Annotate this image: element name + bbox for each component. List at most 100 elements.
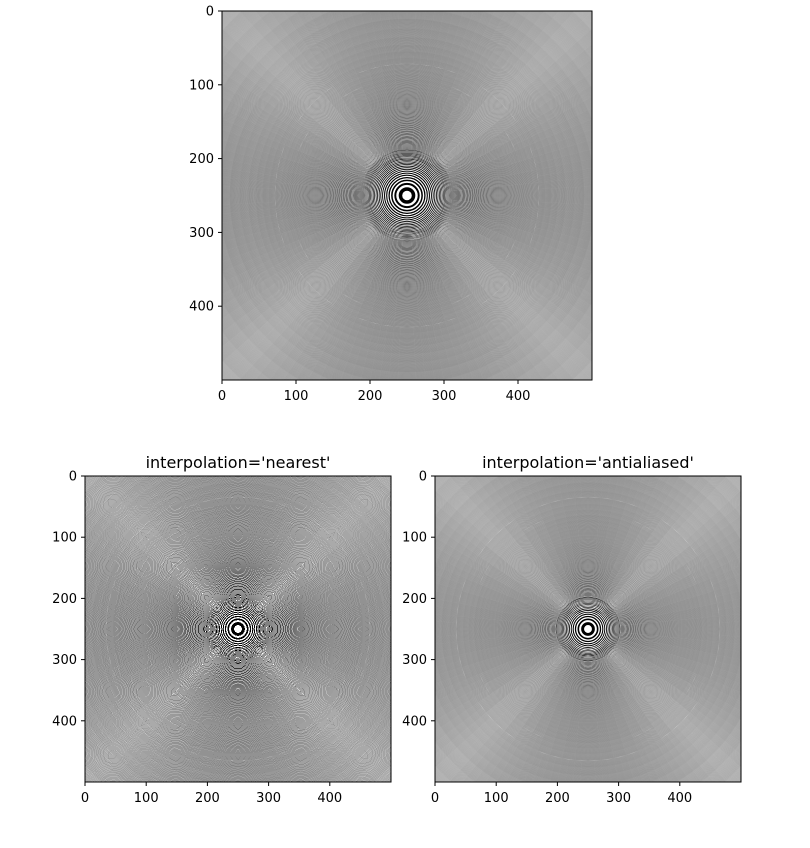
ring: [477, 518, 699, 740]
ring: [258, 47, 556, 344]
ring: [119, 510, 357, 748]
ring: [189, 580, 287, 678]
ring: [454, 495, 722, 763]
ring: [538, 579, 638, 679]
ring: [122, 513, 354, 745]
ring: [300, 89, 514, 302]
ring: [289, 78, 525, 313]
ring: [323, 111, 491, 280]
ring: [464, 505, 712, 753]
ring: [207, 598, 269, 660]
ring: [212, 603, 264, 655]
ring: [494, 535, 682, 723]
ring: [468, 509, 708, 749]
ring: [99, 490, 377, 768]
ring: [233, 22, 581, 369]
ring: [231, 20, 583, 371]
ring: [516, 557, 660, 701]
ring: [471, 512, 705, 746]
ring: [563, 604, 613, 654]
y-tick-label: 400: [189, 300, 214, 315]
ring: [570, 611, 606, 647]
ring: [438, 479, 738, 779]
ring: [243, 32, 571, 359]
ring: [448, 489, 728, 769]
ring: [266, 55, 548, 336]
ring: [289, 78, 525, 313]
ring: [252, 41, 562, 350]
ring: [147, 538, 329, 720]
x-tick-label: 0: [218, 389, 226, 404]
ring: [521, 562, 655, 696]
ring: [225, 14, 589, 377]
ring: [437, 478, 739, 780]
ring: [526, 567, 650, 691]
ring: [329, 118, 485, 273]
ring: [294, 83, 520, 308]
ring: [88, 479, 388, 779]
ring: [249, 38, 565, 353]
ring: [135, 526, 341, 732]
ring: [125, 516, 351, 742]
ring: [110, 501, 366, 757]
ring: [475, 516, 701, 742]
ring: [474, 515, 702, 743]
ring: [474, 515, 702, 743]
ring: [113, 504, 363, 754]
ring: [248, 37, 566, 354]
ring: [441, 482, 735, 776]
ring: [335, 124, 479, 267]
ring: [208, 599, 268, 659]
ring: [495, 536, 681, 722]
ring: [300, 89, 514, 302]
ring: [228, 17, 586, 374]
ring: [447, 488, 729, 770]
ring: [512, 553, 664, 705]
ring: [496, 537, 680, 721]
ring: [320, 109, 494, 282]
ring: [163, 554, 313, 704]
ring: [473, 514, 703, 744]
ring: [145, 536, 331, 722]
ring: [384, 172, 430, 219]
ring: [327, 116, 487, 275]
ring: [91, 482, 385, 776]
ring: [559, 600, 617, 658]
ring: [190, 581, 286, 677]
ring: [273, 62, 541, 329]
ring: [138, 529, 338, 729]
ring: [246, 35, 568, 356]
ring: [321, 110, 493, 281]
ring: [242, 31, 572, 360]
ring: [482, 523, 694, 735]
ring: [222, 11, 592, 380]
ring: [342, 130, 472, 261]
ring: [121, 512, 355, 746]
ring: [306, 95, 508, 296]
ring: [85, 476, 391, 782]
ring: [116, 507, 360, 751]
ring: [143, 534, 333, 724]
ring-center: [586, 627, 590, 631]
y-tick-label: 300: [402, 653, 427, 668]
ring: [112, 503, 364, 755]
ring: [494, 535, 682, 723]
ring: [531, 572, 645, 686]
ring: [574, 615, 602, 643]
ring: [247, 36, 567, 355]
ring: [298, 87, 516, 304]
ring: [323, 112, 491, 279]
ring: [504, 545, 672, 713]
ring: [457, 498, 719, 760]
ring: [334, 122, 480, 269]
ring: [200, 591, 276, 667]
y-tick-label: 0: [69, 470, 77, 485]
ring: [261, 50, 553, 341]
ring: [513, 554, 663, 704]
x-tick-label: 100: [134, 791, 159, 806]
ring: [269, 58, 545, 333]
ring: [521, 562, 655, 696]
ring: [150, 541, 326, 717]
ring: [155, 546, 321, 712]
ring: [483, 524, 693, 734]
